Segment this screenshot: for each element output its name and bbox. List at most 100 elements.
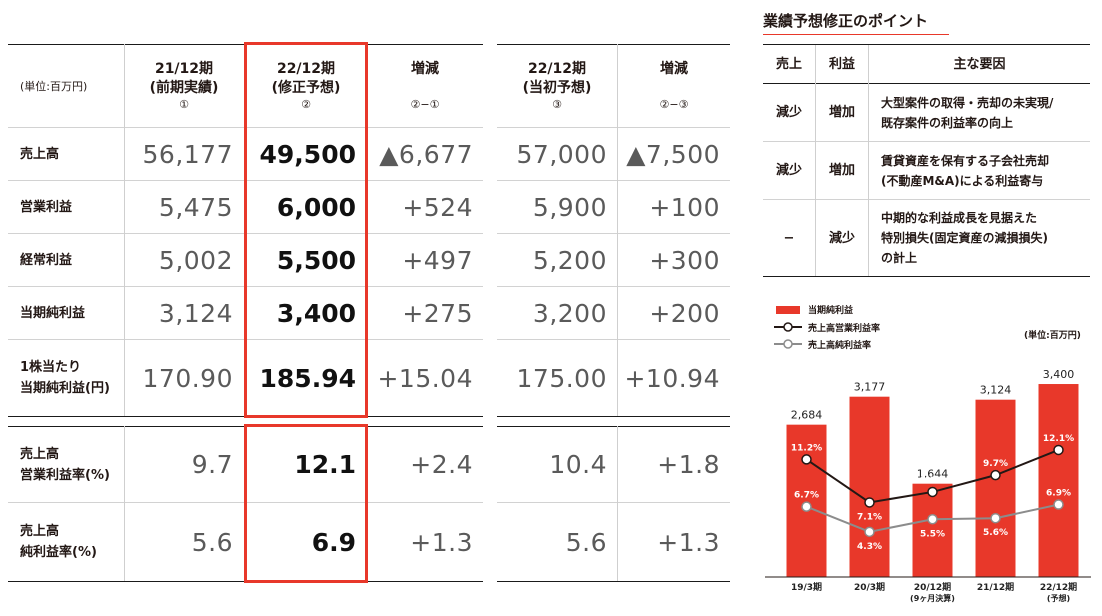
row-divider <box>497 233 730 234</box>
legend-bar-swatch <box>776 306 800 314</box>
rev-header-profit: 利益 <box>828 56 855 72</box>
x-tick-sublabel: (9ヶ月決算) <box>910 593 955 603</box>
row-label: 経常利益 <box>8 234 124 286</box>
col-header-mark: ① <box>179 98 189 111</box>
rev-reason-line: 既存案件の利益率の向上 <box>881 115 1014 130</box>
row-label-line1: 1株当たり <box>20 360 82 375</box>
row-divider <box>497 339 730 340</box>
x-tick-label: 20/12期 <box>914 581 951 593</box>
rev-header-reason: 主な要因 <box>953 56 1006 72</box>
bar <box>786 424 827 577</box>
table-cell: +1.8 <box>657 450 720 479</box>
bar-value-label: 3,400 <box>1043 368 1075 381</box>
rev-reason: 中期的な利益成長を見据えた 特別損失(固定資産の減損損失) の計上 <box>869 200 1090 276</box>
bar-value-label: 1,644 <box>917 468 949 481</box>
row-label-line1: 経常利益 <box>20 252 73 268</box>
op-margin-point <box>990 469 1001 481</box>
bar <box>849 396 890 577</box>
table-cell: ▲7,500 <box>626 139 720 169</box>
net-margin-point <box>990 512 1001 524</box>
table-cell: +275 <box>402 298 473 328</box>
table-cell: 3,124 <box>158 298 233 328</box>
legend-net-income: 当期純利益 <box>808 306 854 316</box>
bar-value-label: 3,177 <box>854 381 886 394</box>
table-cell: +524 <box>402 192 473 222</box>
ratio-top-rule <box>497 426 730 427</box>
net-margin-point <box>801 501 812 512</box>
bar-value-label: 2,684 <box>791 409 823 422</box>
col-divider <box>617 426 618 581</box>
rev-reason-line: 大型案件の取得・売却の未実現/ <box>881 95 1054 110</box>
rev-reason-line: 特別損失(固定資産の減損損失) <box>881 231 1048 245</box>
op-margin-label: 8.1% <box>920 476 945 486</box>
legend-net-margin-swatch <box>774 339 802 349</box>
x-tick-label: 20/3期 <box>854 581 885 593</box>
table-bottom-rule <box>497 416 730 417</box>
row-label-line1: 当期純利益 <box>20 305 86 321</box>
net-margin-point <box>927 514 938 525</box>
table-cell: 56,177 <box>142 139 233 169</box>
rev-reason-line: (不動産M&A)による利益寄与 <box>881 173 1044 188</box>
op-margin-point <box>864 497 875 508</box>
rev-sales: 減少 <box>775 105 802 120</box>
chart-unit-label: (単位:百万円) <box>1024 331 1081 341</box>
table-cell: 3,400 <box>276 298 356 328</box>
op-margin-label: 12.1% <box>1043 434 1074 444</box>
table-cell: 170.90 <box>142 363 233 393</box>
row-divider <box>497 502 730 503</box>
x-tick-label: 21/12期 <box>977 581 1014 593</box>
col-header-mark: ②−③ <box>659 98 689 111</box>
col-header-line1: 22/12期 <box>276 61 336 77</box>
row-label-line2: 純利益率(%) <box>20 545 97 560</box>
col-header-mark: ②−① <box>410 98 440 111</box>
rev-header-sales: 売上 <box>775 56 802 72</box>
col-divider <box>124 426 125 581</box>
rev-col-divider <box>868 45 869 276</box>
net-margin-label: 6.9% <box>1046 489 1071 499</box>
table-cell: +497 <box>402 245 473 275</box>
table-cell: +100 <box>649 192 720 222</box>
row-divider <box>497 286 730 287</box>
rev-reason-line: 賃貸資産を保有する子会社売却 <box>881 153 1050 168</box>
revision-title: 業績予想修正のポイント <box>763 12 929 30</box>
col-header-line2: (修正予想) <box>271 80 341 96</box>
table-cell: 49,500 <box>259 139 356 169</box>
rev-profit: 減少 <box>828 230 855 246</box>
table-top-rule <box>497 44 730 45</box>
table-cell: 185.94 <box>259 363 356 393</box>
col-header-revised: 22/12期 (修正予想) ② <box>246 45 366 127</box>
op-margin-point <box>927 486 938 498</box>
row-divider <box>497 180 730 181</box>
table-cell: +1.3 <box>657 527 720 557</box>
table-cell: 9.7 <box>191 450 233 479</box>
bar <box>1038 384 1079 577</box>
rev-top-rule <box>763 44 1090 45</box>
row-label-line2: 営業利益率(%) <box>20 467 110 483</box>
revised-column-highlight <box>244 42 368 418</box>
table-cell: 5,475 <box>158 192 233 222</box>
x-tick-sublabel: (予想) <box>1047 593 1070 603</box>
bar-value-label: 3,124 <box>980 384 1012 397</box>
unit-label: (単位:百万円) <box>20 79 88 93</box>
row-label: 営業利益 <box>8 181 124 233</box>
table-cell: +200 <box>649 298 720 328</box>
col-header-initial: 22/12期 (当初予想) ③ <box>497 45 617 127</box>
table-cell: +15.04 <box>377 363 473 393</box>
table-cell: ▲6,677 <box>379 139 473 169</box>
table-cell: 5.6 <box>191 527 233 557</box>
rev-reason-line: 中期的な利益成長を見据えた <box>881 211 1038 225</box>
chart-plot: 2,684 3,177 1,644 3,124 3,400 6.7% 4.3% 5.5% 5.6… <box>765 368 1091 603</box>
net-margin-point <box>864 526 875 538</box>
op-margin-label: 9.7% <box>983 459 1008 469</box>
col-header-line1: 21/12期 <box>154 61 214 77</box>
table-cell: +10.94 <box>624 363 720 393</box>
col-header-mark: ② <box>301 98 311 111</box>
col-header-change-1: 増減 ②−① <box>367 45 483 127</box>
table-cell: 3,200 <box>532 298 607 328</box>
title-underline <box>763 34 949 35</box>
table-cell: +1.3 <box>410 527 473 557</box>
op-margin-label: 11.2% <box>791 443 822 453</box>
rev-bottom-rule <box>763 276 1090 277</box>
net-margin-label: 6.7% <box>794 491 819 501</box>
revised-ratio-highlight <box>244 424 368 583</box>
